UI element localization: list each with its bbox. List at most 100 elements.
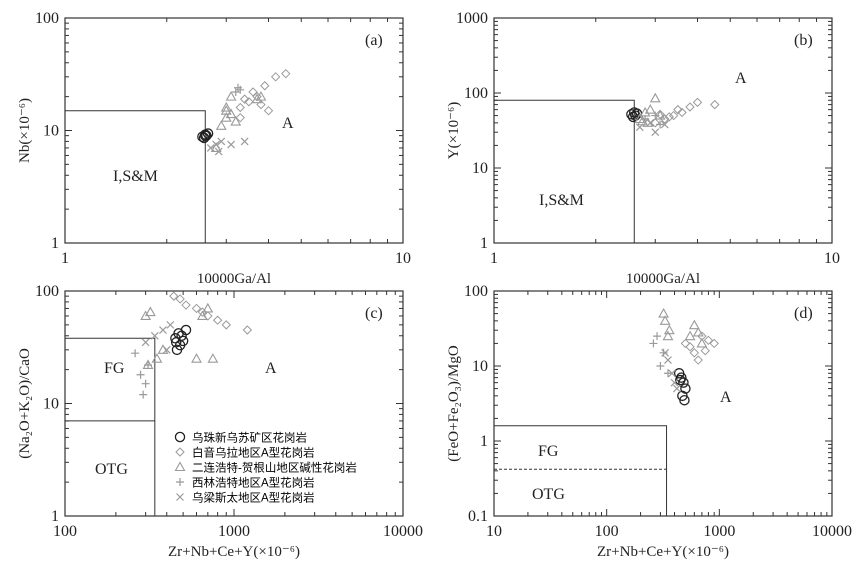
data-point-erlian xyxy=(255,91,267,101)
y-axis-title: (Na₂O+K₂O)/CaO xyxy=(17,348,33,459)
y-tick-label: 10 xyxy=(43,396,59,413)
data-point-baiyin xyxy=(664,112,674,122)
data-point-baiyin xyxy=(239,94,250,104)
data-point-xilin xyxy=(659,348,668,357)
data-point-erlian xyxy=(230,115,242,126)
y-tick-label: 0.1 xyxy=(468,508,488,525)
panel-b: 1 10 1 10 100 1000 (b) 10000Ga/Al Y(×10⁻⁶) I,S&M A xyxy=(446,10,840,287)
data-point-baiyin xyxy=(260,81,270,91)
x-tick-label: 100 xyxy=(595,523,619,540)
data-point-wuliang xyxy=(668,369,676,378)
data-point-baiyin xyxy=(191,303,202,314)
panel-label: (c) xyxy=(365,305,383,322)
data-point-baiyin xyxy=(697,331,707,341)
field-label: I,S&M xyxy=(539,192,584,209)
data-point-wuliang xyxy=(672,384,681,393)
data-point-baiyin xyxy=(263,105,274,116)
x-axis-title: 10000Ga/Al xyxy=(197,271,271,287)
data-point-baiyin xyxy=(650,118,660,128)
y-tick-label: 1 xyxy=(51,508,59,525)
y-axis-title: (FeO+Fe₂O₃)/MgO xyxy=(446,345,462,462)
field-label: A xyxy=(265,360,277,377)
data-point-wuzhu xyxy=(200,130,211,141)
data-point-wuzhu xyxy=(680,383,691,394)
plot-frame xyxy=(493,17,833,244)
data-point-baiyin xyxy=(248,87,258,97)
y-tick-label: 10 xyxy=(472,358,488,375)
data-point-wuliang xyxy=(240,137,249,146)
data-point-erlian xyxy=(692,326,704,337)
data-point-wuzhu xyxy=(679,394,690,406)
x-axis-title: 10000Ga/Al xyxy=(626,271,700,287)
x-axis-title: Zr+Nb+Ce+Y(×10⁻⁶) xyxy=(168,544,300,560)
data-point-erlian xyxy=(215,120,227,130)
legend-marker-baiyin xyxy=(175,447,185,457)
data-point-baiyin xyxy=(235,112,245,123)
y-tick-label: 1 xyxy=(51,235,59,252)
data-point-wuliang xyxy=(206,144,215,152)
legend-label: 乌梁斯太地区A型花岗岩 xyxy=(192,491,315,505)
data-point-baiyin xyxy=(281,68,291,79)
data-point-baiyin xyxy=(235,102,245,113)
field-boundary xyxy=(494,425,668,516)
field-label: I,S&M xyxy=(113,168,158,185)
data-point-baiyin xyxy=(692,97,703,108)
y-tick-label: 100 xyxy=(464,85,488,102)
y-tick-label: 100 xyxy=(464,283,488,300)
data-point-wuliang xyxy=(150,331,159,340)
data-point-erlian xyxy=(225,91,237,101)
data-point-baiyin xyxy=(673,104,683,115)
data-point-baiyin xyxy=(685,342,695,352)
data-point-xilin xyxy=(641,115,650,124)
data-point-erlian xyxy=(151,353,163,363)
data-point-wuzhu xyxy=(675,374,686,386)
x-tick-label: 10 xyxy=(395,250,411,267)
y-tick-label: 10 xyxy=(472,160,488,177)
y-axis-title: Nb(×10⁻⁶) xyxy=(17,98,33,163)
legend-label: 二连浩特-贺根山地区碱性花岗岩 xyxy=(192,461,357,475)
data-point-erlian xyxy=(644,104,656,114)
data-point-baiyin xyxy=(660,114,670,124)
data-point-baiyin xyxy=(709,338,719,349)
x-tick-label: 10 xyxy=(486,523,502,540)
data-point-xilin xyxy=(231,87,240,96)
legend-label: 西林浩特地区A型花岗岩 xyxy=(192,476,315,490)
data-point-xilin xyxy=(649,339,658,348)
data-point-baiyin xyxy=(270,72,281,82)
data-point-xilin xyxy=(136,370,145,379)
data-point-xilin xyxy=(653,332,662,341)
x-tick-label: 10000 xyxy=(812,523,852,540)
data-point-erlian xyxy=(220,101,232,112)
data-point-wuzhu xyxy=(170,337,182,348)
data-point-wuliang xyxy=(661,348,670,357)
panel-a: 1 10 1 10 100 (a) 10000Ga/Al Nb(×10⁻⁶) I,S&M A xyxy=(17,10,411,287)
y-tick-label: 100 xyxy=(35,283,59,300)
x-tick-label: 1 xyxy=(490,250,498,267)
data-point-baiyin xyxy=(693,355,703,365)
y-tick-label: 10 xyxy=(43,123,59,140)
data-point-erlian xyxy=(202,302,214,313)
data-point-xilin xyxy=(139,390,148,399)
data-point-wuliang xyxy=(651,128,660,137)
data-point-wuliang xyxy=(670,378,679,387)
legend: 乌珠新乌苏矿区花岗岩白音乌拉地区A型花岗岩二连浩特-贺根山地区碱性花岗岩西林浩特… xyxy=(174,431,357,505)
data-point-xilin xyxy=(141,379,150,388)
y-tick-label: 100 xyxy=(35,10,59,27)
data-point-baiyin xyxy=(677,107,687,118)
data-point-erlian xyxy=(662,330,674,341)
data-point-wuliang xyxy=(660,120,669,129)
data-point-wuliang xyxy=(664,356,672,364)
data-point-wuliang xyxy=(227,140,236,149)
plot-frame xyxy=(493,290,833,517)
data-point-xilin xyxy=(656,120,665,129)
x-tick-label: 1000 xyxy=(703,523,735,540)
data-point-xilin xyxy=(144,360,153,369)
data-point-baiyin xyxy=(244,97,254,107)
data-point-erlian xyxy=(684,330,696,341)
x-tick-label: 1000 xyxy=(218,523,250,540)
x-tick-label: 10 xyxy=(824,250,840,267)
y-tick-label: 1 xyxy=(480,433,488,450)
data-point-baiyin xyxy=(700,345,710,356)
data-point-xilin xyxy=(651,111,660,120)
field-label: A xyxy=(720,389,732,406)
